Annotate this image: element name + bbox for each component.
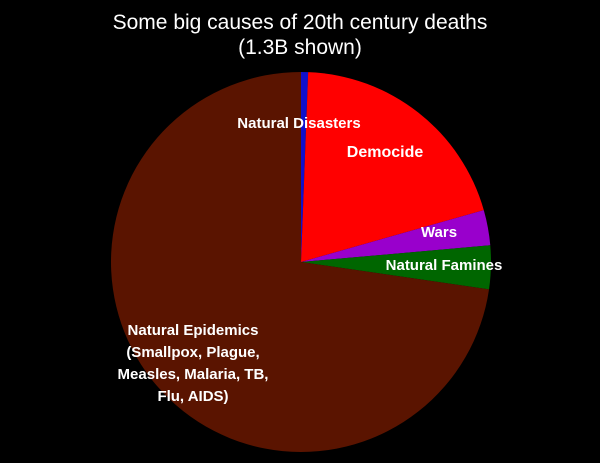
slice-label-line: (Smallpox, Plague, xyxy=(126,344,259,361)
labels-layer: Natural Disasters Democide Wars Natural Fam… xyxy=(118,115,503,405)
slice-label-2: Wars xyxy=(421,224,457,241)
slice-label-3: Natural Famines xyxy=(386,257,503,274)
pie-slice-2 xyxy=(301,210,491,262)
pie-slice-1 xyxy=(301,72,484,262)
slice-label-line: Measles, Malaria, TB, xyxy=(118,366,269,383)
slice-label-line: Flu, AIDS) xyxy=(157,388,228,405)
pie-slice-0 xyxy=(301,72,309,262)
pie-slice-3 xyxy=(301,245,492,290)
slice-label-0: Natural Disasters xyxy=(237,115,360,132)
slice-label-1: Democide xyxy=(347,144,424,161)
pie-slice-4 xyxy=(111,72,490,453)
slice-label-line: Natural Epidemics xyxy=(128,322,259,339)
slices-layer xyxy=(111,72,492,453)
slice-label-4: Natural Epidemics (Smallpox, Plague, Measl… xyxy=(118,322,269,405)
chart-title: Some big causes of 20th century deaths xyxy=(112,11,488,34)
chart-subtitle: (1.3B shown) xyxy=(238,36,362,59)
